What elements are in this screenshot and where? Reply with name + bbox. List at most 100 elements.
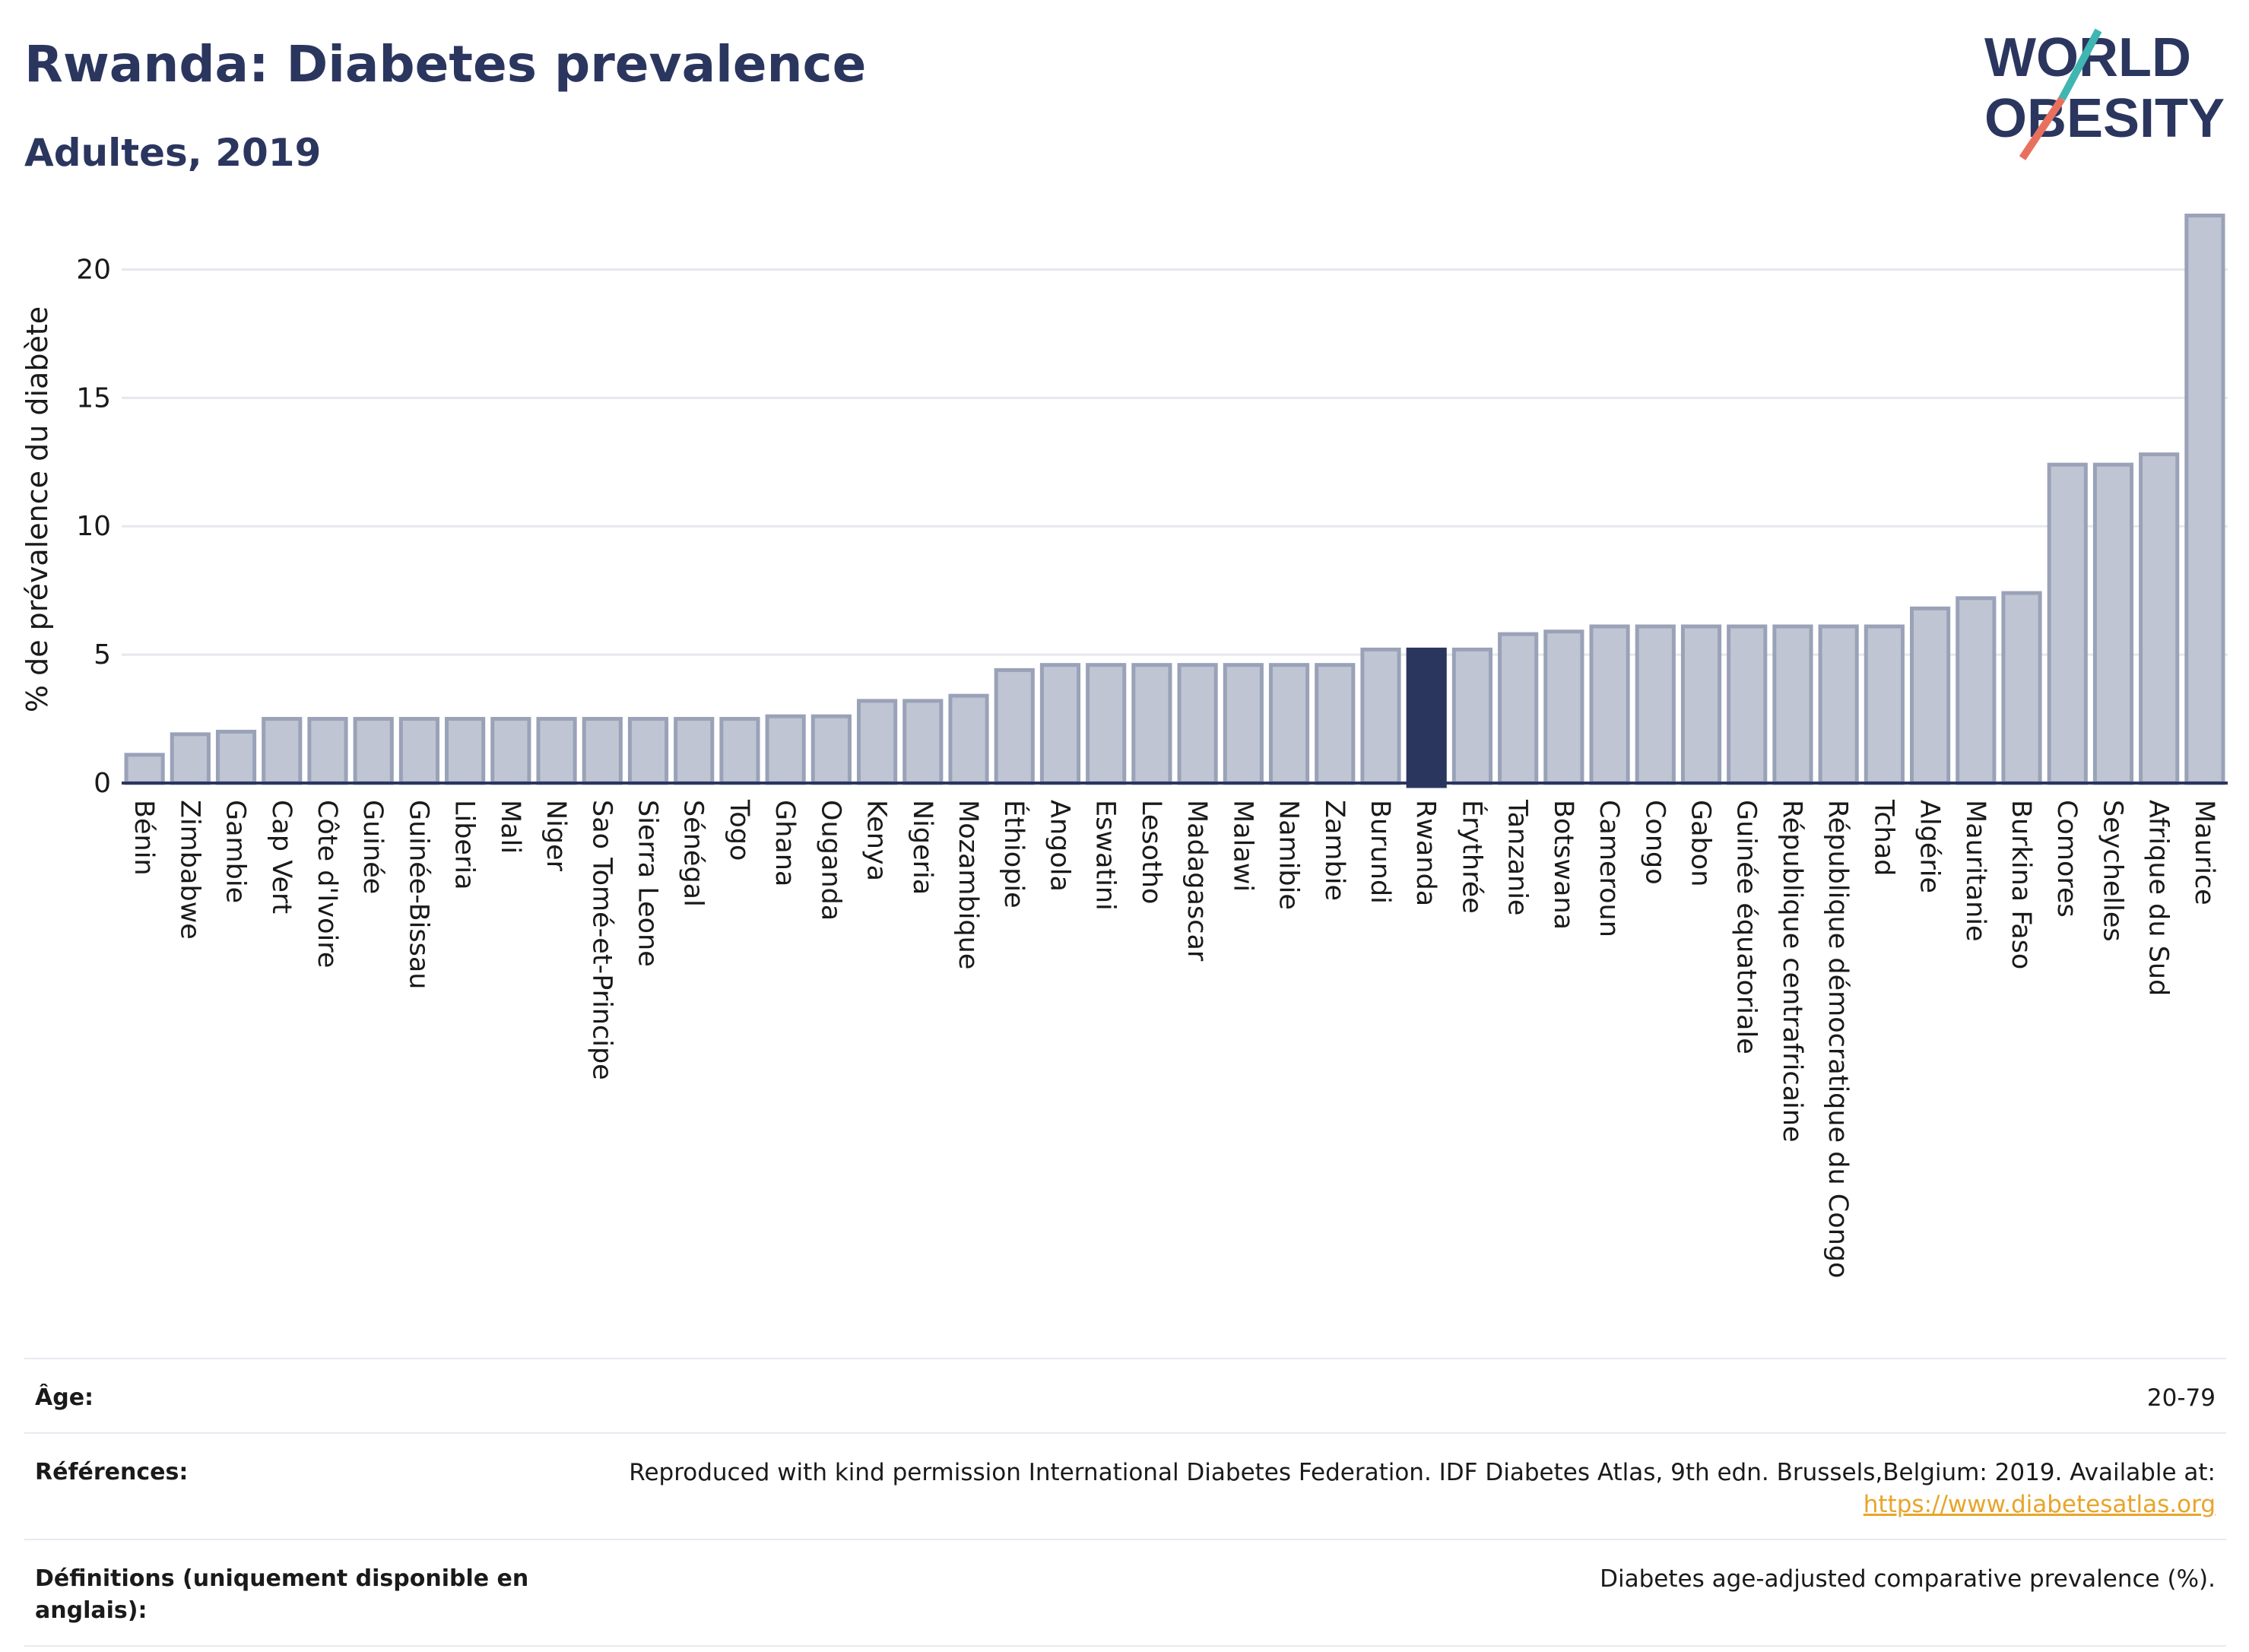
bar-burkina-faso	[2001, 591, 2042, 785]
x-tick-label: Congo	[1639, 800, 1670, 885]
x-tick-label: Rwanda	[1410, 800, 1441, 906]
y-tick-label: 15	[76, 382, 111, 414]
x-tick-label: Éthiopie	[998, 800, 1030, 908]
y-tick-label: 0	[94, 768, 111, 799]
x-tick-label: Tchad	[1868, 799, 1898, 877]
meta-defs-label: Définitions (uniquement disponible en an…	[35, 1565, 529, 1624]
bar-chart: 0 5 10 15 20 % de prévalence du diabète Béni…	[21, 214, 2228, 1278]
meta-refs-label: Références:	[35, 1459, 189, 1486]
x-tick-label: Sierra Leone	[633, 800, 663, 967]
grid-lines	[122, 268, 2228, 656]
bar-gambie	[215, 729, 257, 785]
bar--thiopie	[994, 667, 1035, 785]
x-tick-label: Niger	[541, 800, 571, 872]
y-axis-ticks: 0 5 10 15 20	[76, 254, 111, 799]
bar-comores	[2047, 462, 2088, 785]
x-tick-label: Nigeria	[907, 800, 937, 895]
bar-congo	[1635, 624, 1676, 785]
bar-zambie	[1315, 663, 1356, 785]
x-tick-label: Comores	[2051, 800, 2082, 918]
x-tick-label: Togo	[724, 799, 754, 861]
bar-cap-vert	[262, 717, 303, 785]
y-tick-label: 10	[76, 511, 111, 542]
bar-angola	[1039, 663, 1081, 785]
x-tick-label: Botswana	[1548, 800, 1578, 930]
x-tick-label: Zimbabwe	[174, 800, 205, 940]
meta-refs-value-container: Reproduced with kind permission Internat…	[629, 1457, 2216, 1520]
meta-age-value: 20-79	[2146, 1384, 2216, 1412]
bar-tanzanie	[1498, 632, 1539, 785]
bar-rwanda	[1406, 647, 1447, 788]
x-tick-label: Liberia	[449, 800, 480, 890]
x-tick-label: Gabon	[1686, 800, 1716, 886]
x-tick-label: Madagascar	[1182, 800, 1212, 962]
x-tick-label: Guinée	[357, 800, 388, 894]
x-tick-label: Bénin	[128, 800, 159, 876]
x-tick-label: Eswatini	[1090, 800, 1121, 911]
x-tick-label: Maurice	[2189, 800, 2219, 905]
logo-line2: OBESITY	[1984, 88, 2225, 149]
x-tick-label: Kenya	[861, 800, 892, 881]
bar-madagascar	[1177, 663, 1218, 785]
bar-togo	[719, 717, 760, 785]
bar-s-n-gal	[674, 717, 715, 785]
x-tick-label: Sénégal	[678, 800, 709, 907]
x-tick-label: Lesotho	[1136, 800, 1166, 904]
meta-refs-value: Reproduced with kind permission Internat…	[629, 1459, 2216, 1486]
meta-row-age: Âge: 20-79	[24, 1358, 2226, 1432]
bar-guin-e-quatoriale	[1727, 624, 1768, 785]
x-tick-label: Guinée-Bissau	[403, 800, 433, 990]
bar-sierra-leone	[627, 717, 669, 785]
bar-niger	[536, 717, 577, 785]
bar-maurice	[2184, 214, 2225, 785]
meta-age-label: Âge:	[35, 1384, 94, 1411]
bar-r-publique-centrafricaine	[1772, 624, 1813, 785]
x-tick-label: Seychelles	[2097, 800, 2127, 942]
bar-namibie	[1268, 663, 1310, 785]
bar-botswana	[1543, 629, 1584, 785]
bar-afrique-du-sud	[2139, 452, 2180, 785]
bar-lesotho	[1131, 663, 1172, 785]
x-tick-label: Mauritanie	[1960, 800, 1990, 942]
x-tick-label: Ouganda	[815, 800, 845, 921]
chart-subtitle: Adultes, 2019	[24, 131, 322, 175]
x-tick-label: Afrique du Sud	[2143, 800, 2174, 996]
bar-burundi	[1360, 647, 1401, 785]
bar-guin-e	[353, 717, 394, 785]
x-tick-label: Mali	[495, 800, 525, 854]
chart-title: Rwanda: Diabetes prevalence	[24, 35, 867, 94]
x-tick-label: Côte d'Ivoire	[312, 800, 342, 968]
x-tick-label: Cap Vert	[266, 800, 297, 914]
meta-refs-link[interactable]: https://www.diabetesatlas.org	[1863, 1491, 2216, 1518]
bar-r-publique-d-mocratique-du-congo	[1818, 624, 1859, 785]
x-tick-label: Guinée équatoriale	[1731, 800, 1762, 1054]
meta-defs-value: Diabetes age-adjusted comparative preval…	[1600, 1565, 2216, 1593]
logo-slash-coral	[2019, 97, 2066, 160]
x-tick-label: Malawi	[1227, 800, 1258, 892]
x-tick-label: Ghana	[769, 800, 800, 886]
bar-ghana	[765, 714, 806, 785]
x-tick-label: République centrafricaine	[1777, 800, 1807, 1143]
x-tick-label: République démocratique du Congo	[1822, 800, 1853, 1278]
x-tick-label: Burundi	[1365, 800, 1395, 904]
bar-nigeria	[902, 699, 944, 785]
x-tick-label: Mozambique	[953, 800, 983, 969]
x-tick-label: Érythrée	[1456, 800, 1488, 914]
bar-zimbabwe	[170, 732, 211, 785]
bar-cameroun	[1589, 624, 1630, 785]
bar-eswatini	[1086, 663, 1127, 785]
bar-c-te-d-ivoire	[307, 717, 348, 785]
x-tick-label: Namibie	[1274, 800, 1304, 910]
bar--rythr-e	[1451, 647, 1492, 785]
bar-mali	[490, 717, 531, 785]
bar-mauritanie	[1956, 596, 1997, 785]
bar-liberia	[445, 717, 486, 785]
y-axis-label: % de prévalence du diabète	[21, 306, 54, 712]
meta-row-references: Références: Reproduced with kind permiss…	[24, 1432, 2226, 1539]
x-tick-label: Tanzanie	[1502, 799, 1533, 915]
bar-seychelles	[2092, 462, 2134, 785]
bar-sao-tom-et-principe	[582, 717, 623, 785]
x-axis-labels: Bénin Zimbabwe Gambie Cap Vert Côte d'Ivoire…	[128, 799, 2219, 1278]
bar-alg-rie	[1910, 606, 1951, 785]
bar-guin-e-bissau	[398, 717, 440, 785]
